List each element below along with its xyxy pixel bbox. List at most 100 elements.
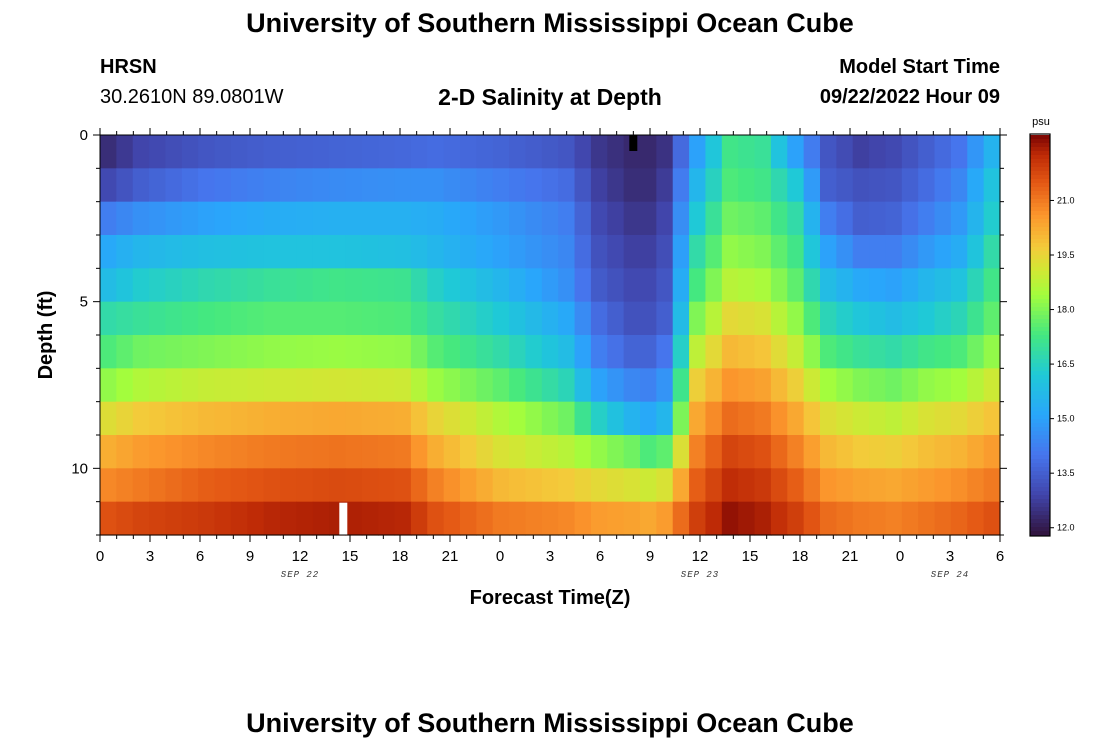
heatmap-cell [803, 501, 821, 536]
heatmap-cell [263, 135, 281, 169]
heatmap-cell [721, 501, 739, 536]
x-tick-label: 15 [742, 548, 759, 565]
heatmap-cell [509, 235, 527, 269]
heatmap-cell [770, 268, 788, 303]
heatmap-cell [476, 301, 494, 336]
heatmap-cell [869, 135, 887, 169]
heatmap-cell [214, 401, 232, 436]
x-tick-label: 15 [342, 548, 359, 565]
heatmap-cell [312, 368, 330, 403]
heatmap-cell [950, 401, 968, 436]
heatmap-cell [329, 168, 347, 203]
heatmap-cell [689, 468, 707, 503]
heatmap-cell [852, 201, 870, 236]
heatmap-cell [754, 168, 772, 203]
heatmap-cell [541, 335, 559, 369]
heatmap-cell [509, 468, 527, 503]
heatmap-cell [378, 468, 396, 503]
x-tick-label: 0 [496, 548, 504, 565]
heatmap-cell [705, 268, 723, 303]
heatmap-cell [329, 201, 347, 236]
colorbar-segment [1030, 527, 1050, 532]
heatmap-cell [329, 268, 347, 303]
heatmap-cell [672, 168, 690, 203]
heatmap-cell [820, 268, 837, 303]
heatmap-cell [476, 335, 494, 369]
y-axis-tick-labels: 0 5 10 [71, 127, 88, 477]
heatmap-cell [869, 468, 887, 503]
heatmap-cell [230, 335, 248, 369]
heatmap-cell [950, 268, 968, 303]
heatmap-cell [820, 435, 837, 469]
heatmap-cell [460, 435, 477, 469]
heatmap-cell [918, 235, 936, 269]
colorbar-segment [1030, 503, 1050, 508]
heatmap-cell [640, 201, 657, 236]
heatmap-cell [165, 468, 183, 503]
heatmap-cell [427, 368, 445, 403]
heatmap-cell [803, 335, 821, 369]
heatmap-cell [983, 368, 1001, 403]
heatmap-cell [460, 501, 477, 536]
heatmap-cell [247, 301, 265, 336]
heatmap-cell [705, 368, 723, 403]
date-label: SEP 22 [281, 570, 319, 580]
heatmap-cell [361, 235, 379, 269]
heatmap-cell [738, 168, 756, 203]
heatmap-cell [820, 201, 837, 236]
heatmap-cell [689, 401, 707, 436]
colorbar-segment [1030, 463, 1050, 468]
heatmap-cell [378, 335, 396, 369]
heatmap-cell [541, 368, 559, 403]
heatmap-cell [721, 235, 739, 269]
heatmap-cell [607, 368, 625, 403]
heatmap-cell [476, 135, 494, 169]
heatmap-cell [770, 235, 788, 269]
heatmap-cell [230, 501, 248, 536]
heatmap-cell [770, 435, 788, 469]
heatmap-cell [394, 168, 412, 203]
heatmap-cell [525, 235, 543, 269]
heatmap-cell [787, 235, 805, 269]
heatmap-cell [656, 201, 674, 236]
heatmap-cell [574, 235, 592, 269]
heatmap-cell [198, 401, 216, 436]
colorbar-segment [1030, 335, 1050, 340]
heatmap-cell [640, 168, 657, 203]
heatmap-cell [885, 401, 903, 436]
x-tick-label: 3 [146, 548, 154, 565]
heatmap-cell [721, 368, 739, 403]
heatmap-cell [852, 468, 870, 503]
heatmap-cell [836, 401, 854, 436]
heatmap-cell [214, 368, 232, 403]
heatmap-cell [803, 401, 821, 436]
heatmap-cell [672, 368, 690, 403]
colorbar-segment [1030, 443, 1050, 448]
heatmap-cell [345, 235, 363, 269]
heatmap-cell [803, 468, 821, 503]
heatmap-cell [918, 168, 936, 203]
heatmap-cell [116, 468, 134, 503]
heatmap-cell [852, 301, 870, 336]
colorbar-segment [1030, 391, 1050, 396]
heatmap-cell [394, 268, 412, 303]
heatmap-cell [460, 401, 477, 436]
x-tick-label: 3 [946, 548, 954, 565]
heatmap-cell [623, 501, 641, 536]
heatmap-cell [590, 235, 608, 269]
heatmap-cell [181, 401, 199, 436]
heatmap-cell [721, 435, 739, 469]
heatmap-cell [443, 435, 461, 469]
heatmap-cell [640, 335, 657, 369]
heatmap-cell [656, 301, 674, 336]
colorbar-segment [1030, 179, 1050, 184]
heatmap-cell [770, 335, 788, 369]
heatmap-cell [116, 135, 134, 169]
heatmap-cell [312, 435, 330, 469]
heatmap-cell [640, 368, 657, 403]
heatmap-cell [181, 368, 199, 403]
colorbar-frame [1029, 133, 1051, 537]
colorbar-segment [1030, 235, 1050, 240]
heatmap-cell [230, 301, 248, 336]
date-labels: SEP 22 SEP 23 SEP 24 [281, 570, 968, 580]
